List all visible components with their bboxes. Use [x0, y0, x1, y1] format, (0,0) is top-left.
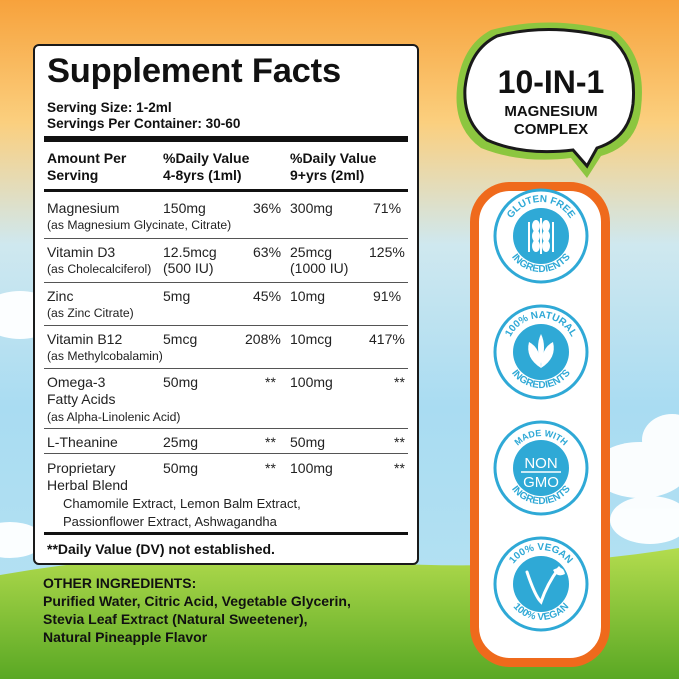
other-ingredients-title: OTHER INGREDIENTS: — [43, 575, 197, 591]
gmo-text: GMO — [523, 474, 559, 491]
dv-footnote: **Daily Value (DV) not established. — [47, 541, 275, 557]
servings-per-container: Servings Per Container: 30-60 — [47, 116, 241, 131]
bubble-title: 10-IN-1 — [498, 64, 605, 100]
amount-per-serving-header: Amount Per Serving — [47, 150, 127, 183]
serving-size: Serving Size: 1-2ml — [47, 100, 172, 115]
other-ingredients-line: Stevia Leaf Extract (Natural Sweetener), — [43, 611, 308, 627]
wheat-icon — [528, 218, 554, 254]
thick-rule — [44, 136, 408, 142]
bubble-line2: MAGNESIUM — [504, 103, 597, 120]
natural-badge: 100% NATURAL INGREDIENTS — [493, 304, 589, 400]
medium-rule — [44, 189, 408, 192]
non-gmo-icon: NON — [524, 455, 557, 472]
supplement-facts-title: Supplement Facts — [47, 52, 341, 90]
bottom-rule — [44, 532, 408, 535]
speech-bubble: 10-IN-1 MAGNESIUM COMPLEX — [456, 22, 642, 178]
non-gmo-badge: MADE WITH INGREDIENTS NON GMO — [493, 420, 589, 516]
supplement-facts-panel: Supplement Facts Serving Size: 1-2ml Ser… — [33, 44, 419, 565]
leaf-icon — [528, 334, 554, 368]
other-ingredients-line: Natural Pineapple Flavor — [43, 629, 208, 645]
dv-4-8yrs-header: %Daily Value 4-8yrs (1ml) — [163, 150, 250, 183]
gluten-free-badge: GLUTEN FREE INGREDIENTS — [493, 188, 589, 284]
other-ingredients-line: Purified Water, Citric Acid, Vegetable G… — [43, 593, 351, 609]
v-leaf-icon — [525, 566, 565, 605]
bubble-line3: COMPLEX — [514, 121, 588, 138]
dv-9plus-header: %Daily Value 9+yrs (2ml) — [290, 150, 377, 183]
vegan-badge: 100% VEGAN 100% VEGAN — [493, 536, 589, 632]
